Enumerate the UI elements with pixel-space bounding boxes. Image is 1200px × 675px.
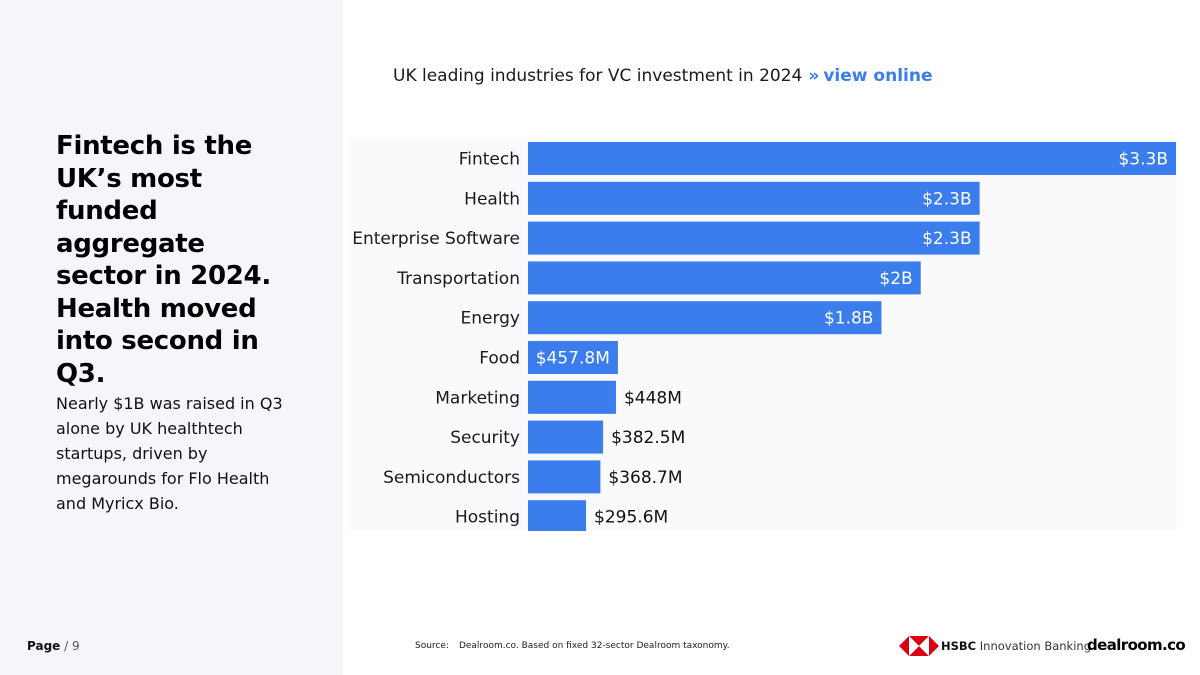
page-separator: /	[64, 639, 69, 653]
category-label: Security	[450, 428, 520, 448]
bar	[528, 500, 587, 531]
bar-value-label: $457.8M	[536, 349, 610, 369]
source-note: Source: Dealroom.co. Based on fixed 32-se…	[415, 641, 730, 651]
bar	[528, 420, 604, 454]
bar-value-label: $3.3B	[1118, 150, 1168, 170]
view-online-link[interactable]: view online	[823, 66, 933, 86]
hsbc-hexagon-icon	[899, 636, 939, 656]
bar	[528, 221, 980, 255]
category-label: Food	[479, 349, 520, 369]
chevron-right-icon: »	[808, 66, 820, 86]
category-label: Health	[464, 189, 520, 209]
category-label: Energy	[460, 309, 520, 329]
chart-area: Fintech $3.3B Health $2.3B Enterprise Softwa…	[349, 139, 1177, 531]
hsbc-subbrand: Innovation Banking	[979, 639, 1091, 653]
source-label: Source:	[415, 641, 449, 651]
bar-value-label: $295.6M	[594, 508, 668, 528]
bar	[528, 380, 616, 414]
hsbc-logo-text: HSBC Innovation Banking	[941, 639, 1091, 653]
bar-value-label: $448M	[624, 388, 682, 408]
bar-value-label: $2.3B	[922, 229, 972, 249]
bar-value-label: $368.7M	[608, 468, 682, 488]
chart-title: UK leading industries for VC investment …	[393, 66, 932, 86]
category-label: Marketing	[435, 388, 520, 408]
bar	[528, 301, 882, 335]
left-panel: Fintech is the UK’s most funded aggregat…	[0, 0, 343, 675]
bar-chart: Fintech $3.3B Health $2.3B Enterprise Softwa…	[352, 142, 1176, 531]
bar	[528, 460, 601, 494]
bar	[528, 181, 980, 215]
chart-title-text: UK leading industries for VC investment …	[393, 66, 803, 86]
bar	[528, 142, 1176, 175]
bar	[528, 261, 921, 295]
page-number: Page / 9	[27, 639, 80, 653]
dealroom-logo: dealroom.co	[1087, 636, 1186, 654]
category-label: Enterprise Software	[352, 229, 520, 249]
bar-value-label: $2B	[879, 269, 912, 289]
bar-value-label: $382.5M	[611, 428, 685, 448]
headline: Fintech is the UK’s most funded aggregat…	[56, 131, 271, 389]
category-label: Fintech	[459, 150, 520, 170]
bar-value-label: $1.8B	[824, 309, 874, 329]
page-label: Page	[27, 639, 61, 653]
body-text: Nearly $1B was raised in Q3 alone by UK …	[56, 394, 283, 513]
bar	[528, 341, 618, 374]
bar-value-label: $2.3B	[922, 189, 972, 209]
hsbc-brand: HSBC	[941, 639, 977, 653]
category-label: Hosting	[455, 508, 520, 528]
category-label: Transportation	[396, 269, 520, 289]
source-text: Dealroom.co. Based on fixed 32-sector De…	[458, 641, 730, 651]
category-label: Semiconductors	[383, 468, 520, 488]
page-total: 9	[72, 639, 80, 653]
